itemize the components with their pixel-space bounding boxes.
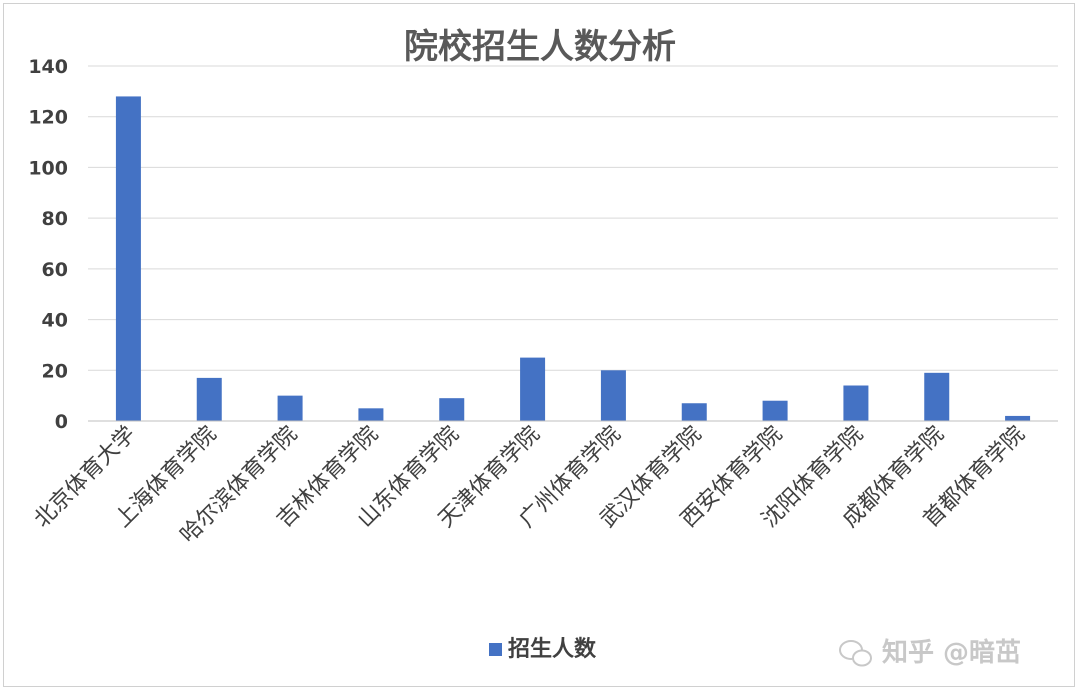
bar (439, 398, 465, 421)
bar (1005, 415, 1031, 421)
y-tick-label: 20 (42, 360, 68, 382)
watermark: 知乎 @暗茁 (839, 638, 1021, 668)
bar (924, 372, 950, 421)
y-tick-label: 40 (42, 310, 68, 332)
bar (115, 96, 141, 421)
bar (358, 408, 384, 421)
gridlines (88, 65, 1058, 371)
bar-chart: 院校招生人数分析 0 20 40 60 80 100 120 140 北京体育大学上海体育学院… (28, 27, 1058, 668)
y-tick-label: 0 (55, 411, 68, 433)
bar (600, 370, 626, 421)
y-axis-ticks: 0 20 40 60 80 100 120 140 (28, 56, 68, 433)
watermark-text: 知乎 @暗茁 (882, 638, 1021, 668)
legend: 招生人数 (489, 636, 597, 662)
bar (762, 400, 788, 421)
chart-title: 院校招生人数分析 (404, 27, 676, 67)
y-tick-label: 60 (42, 259, 68, 281)
legend-label: 招生人数 (508, 636, 597, 662)
wechat-icon (839, 640, 872, 667)
legend-swatch (489, 643, 502, 656)
y-tick-label: 80 (42, 208, 68, 230)
y-tick-label: 140 (28, 56, 68, 78)
chart-frame: 院校招生人数分析 0 20 40 60 80 100 120 140 北京体育大学 上海体育学院… (3, 3, 1075, 687)
y-tick-label: 100 (28, 157, 68, 179)
bar (681, 403, 707, 421)
bars (115, 96, 1031, 421)
bar (520, 357, 546, 421)
y-tick-label: 120 (28, 107, 68, 129)
bar (196, 377, 222, 421)
bar (843, 385, 869, 421)
x-axis-ticks: 北京体育大学上海体育学院哈尔滨体育学院吉林体育学院山东体育学院天津体育学院广州体… (30, 422, 1030, 549)
bar (277, 395, 303, 421)
